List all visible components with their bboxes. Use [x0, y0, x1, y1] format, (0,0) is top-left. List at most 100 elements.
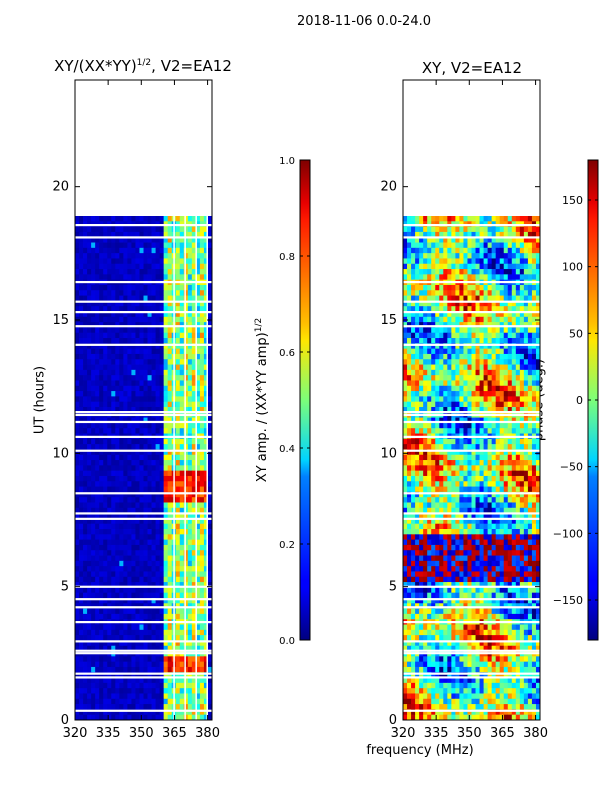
heatmap-cell	[127, 603, 132, 609]
heatmap-cell	[411, 253, 416, 259]
heatmap-cell	[91, 242, 96, 249]
heatmap-cell	[531, 284, 537, 291]
heatmap-cell	[535, 438, 541, 445]
heatmap-cell	[159, 597, 165, 604]
heatmap-cell	[91, 438, 96, 445]
heatmap-cell	[79, 661, 84, 668]
heatmap-cell	[159, 465, 165, 472]
heatmap-cell	[111, 539, 116, 546]
heatmap-cell	[131, 316, 136, 323]
heatmap-cell	[79, 539, 84, 546]
heatmap-cell	[423, 385, 428, 392]
heatmap-cell	[431, 284, 436, 291]
heatmap-cell	[503, 369, 509, 376]
heatmap-cell	[87, 624, 92, 631]
heatmap-cell	[483, 481, 489, 487]
heatmap-cell	[139, 661, 144, 668]
heatmap-cell	[131, 714, 136, 721]
heatmap-cell	[207, 300, 213, 307]
heatmap-cell	[487, 460, 493, 466]
heatmap-cell	[143, 316, 148, 323]
heatmap-cell	[75, 661, 80, 668]
heatmap-cell	[83, 603, 88, 609]
heatmap-cell	[151, 677, 156, 684]
heatmap-cell	[79, 348, 84, 355]
heatmap-cell	[155, 353, 161, 360]
heatmap-cell	[99, 704, 104, 710]
heatmap-cell	[491, 375, 497, 381]
heatmap-cell	[191, 497, 197, 503]
heatmap-cell	[123, 375, 128, 381]
heatmap-cell	[431, 391, 436, 397]
heatmap-cell	[107, 523, 112, 530]
heatmap-cell	[167, 507, 173, 514]
heatmap-cell	[143, 624, 148, 631]
heatmap-cell	[467, 353, 472, 360]
heatmap-cell	[167, 470, 173, 477]
heatmap-cell	[427, 237, 432, 243]
heatmap-cell	[519, 300, 525, 307]
heatmap-cell	[483, 364, 489, 371]
heatmap-cell	[99, 486, 104, 493]
heatmap-cell	[179, 597, 185, 604]
heatmap-cell	[131, 497, 136, 503]
heatmap-cell	[403, 391, 408, 397]
heatmap-cell	[199, 704, 205, 710]
heatmap-cell	[87, 555, 92, 562]
heatmap-cell	[79, 714, 84, 721]
heatmap-cell	[143, 242, 148, 249]
heatmap-cell	[483, 300, 489, 307]
heatmap-cell	[431, 401, 436, 408]
heatmap-cell	[415, 369, 420, 376]
heatmap-cell	[175, 444, 181, 450]
heatmap-cell	[199, 231, 205, 238]
heatmap-cell	[199, 269, 205, 275]
heatmap-cell	[427, 481, 432, 487]
heatmap-cell	[107, 672, 112, 678]
heatmap-cell	[447, 216, 452, 222]
heatmap-cell	[159, 709, 165, 716]
heatmap-cell	[83, 242, 88, 249]
heatmap-cell	[199, 656, 205, 663]
heatmap-cell	[139, 640, 144, 647]
heatmap-cell	[91, 401, 96, 408]
heatmap-cell	[99, 656, 104, 663]
heatmap-cell	[167, 422, 173, 429]
heatmap-cell	[139, 481, 144, 487]
heatmap-cell	[507, 391, 513, 397]
heatmap-cell	[131, 555, 136, 562]
heatmap-cell	[443, 332, 448, 339]
heatmap-cell	[183, 460, 189, 466]
heatmap-cell	[111, 465, 116, 472]
heatmap-cell	[447, 481, 452, 487]
heatmap-cell	[199, 603, 205, 609]
heatmap-cell	[83, 613, 88, 620]
heatmap-cell	[151, 295, 156, 302]
heatmap-cell	[487, 369, 493, 376]
heatmap-cell	[151, 396, 156, 403]
heatmap-cell	[411, 380, 416, 387]
heatmap-cell	[191, 666, 197, 673]
heatmap-cell	[91, 529, 96, 535]
heatmap-cell	[455, 311, 460, 318]
heatmap-cell	[163, 709, 169, 716]
heatmap-cell	[159, 714, 165, 721]
heatmap-cell	[463, 364, 468, 371]
heatmap-cell	[463, 258, 468, 265]
heatmap-cell	[155, 640, 161, 647]
heatmap-cell	[507, 306, 513, 312]
heatmap-cell	[527, 253, 533, 259]
flagged-gap-row	[75, 236, 212, 239]
heatmap-cell	[163, 672, 169, 678]
heatmap-cell	[423, 417, 428, 424]
heatmap-cell	[191, 502, 197, 509]
heatmap-cell	[131, 709, 136, 716]
heatmap-cell	[103, 534, 108, 541]
heatmap-cell	[107, 237, 112, 243]
heatmap-cell	[483, 311, 489, 318]
heatmap-cell	[127, 216, 132, 222]
heatmap-cell	[119, 380, 124, 387]
heatmap-cell	[487, 274, 493, 281]
heatmap-cell	[151, 555, 156, 562]
heatmap-cell	[163, 306, 169, 312]
